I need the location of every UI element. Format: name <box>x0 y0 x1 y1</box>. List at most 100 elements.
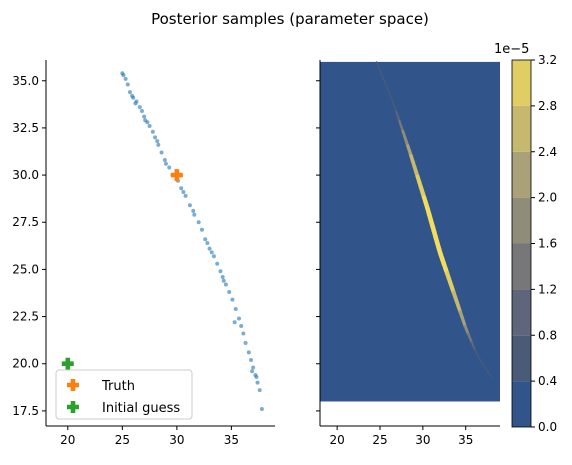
sample-point <box>196 220 201 225</box>
sample-point <box>133 101 138 106</box>
colorbar: 0.0 0.4 0.8 1.2 1.6 2.0 2.4 2.8 3.2 1e−5 <box>494 42 557 434</box>
sample-point <box>218 269 223 274</box>
colorbar-band <box>512 105 531 152</box>
sample-point <box>207 246 212 251</box>
truth-marker <box>170 169 183 182</box>
ridge-segment <box>384 81 388 87</box>
sample-point <box>163 161 168 166</box>
colorbar-band <box>512 381 531 427</box>
colorbar-band <box>512 197 531 244</box>
x-tick-label: 35 <box>458 433 473 447</box>
legend-marker <box>67 401 79 413</box>
sample-point <box>223 282 228 287</box>
sample-point <box>125 82 130 87</box>
legend: Truth Initial guess <box>55 369 193 420</box>
sample-point <box>249 357 254 362</box>
sample-point <box>246 350 251 355</box>
sample-point <box>211 254 216 259</box>
legend-label: Initial guess <box>102 401 180 416</box>
sample-point <box>159 150 164 155</box>
sample-point <box>251 365 256 370</box>
x-tick-label: 20 <box>330 433 345 447</box>
colorbar-tick-label: 1.2 <box>538 282 557 296</box>
initial-guess-marker <box>61 357 74 370</box>
sample-point <box>150 129 155 134</box>
colorbar-tick-label: 0.4 <box>538 374 557 388</box>
sample-point <box>203 237 208 242</box>
sample-point <box>191 208 196 213</box>
sample-point <box>156 142 161 147</box>
sample-point <box>250 369 255 374</box>
colorbar-tick-label: 2.4 <box>538 145 557 159</box>
legend-label: Truth <box>101 379 135 394</box>
left-y-ticks: 17.5 20.0 22.5 25.0 27.5 30.0 32.5 35.0 <box>12 74 46 418</box>
colorbar-tick-label: 2.0 <box>538 191 557 205</box>
sample-point <box>239 324 244 329</box>
ridge-segment <box>375 61 379 67</box>
y-tick-label: 30.0 <box>12 168 39 182</box>
sample-point <box>259 407 264 412</box>
sample-point <box>179 186 184 191</box>
sample-point <box>162 157 167 162</box>
sample-point <box>232 320 237 325</box>
sample-point <box>153 135 158 140</box>
x-tick-label: 25 <box>372 433 387 447</box>
y-tick-label: 35.0 <box>12 74 39 88</box>
sample-point <box>257 388 262 393</box>
ridge-segment <box>380 73 384 79</box>
colorbar-tick-label: 2.8 <box>538 99 557 113</box>
ridge-segment <box>392 101 396 108</box>
sample-point <box>121 73 126 78</box>
colorbar-tick-label: 1.6 <box>538 237 557 251</box>
sample-point <box>143 118 148 123</box>
colorbar-scale-label: 1e−5 <box>494 42 529 57</box>
sample-point <box>227 290 232 295</box>
sample-point <box>127 90 132 95</box>
colorbar-tick-label: 0.0 <box>538 420 557 434</box>
colorbar-band <box>512 243 531 290</box>
y-tick-label: 22.5 <box>12 310 39 324</box>
reference-markers <box>61 169 183 370</box>
sample-point <box>131 95 136 100</box>
legend-frame <box>55 369 193 420</box>
sample-point <box>255 380 260 385</box>
sample-point <box>187 203 192 208</box>
ridge-segment <box>489 373 493 378</box>
ridge-segment <box>389 93 392 99</box>
sample-point <box>230 297 235 302</box>
y-tick-label: 32.5 <box>12 121 39 135</box>
posterior-density-map <box>320 61 500 402</box>
heatmap-panel: 20 25 30 35 <box>316 60 500 447</box>
right-x-ticks: 20 25 30 35 <box>330 426 473 447</box>
scatter-panel: 17.5 20.0 22.5 25.0 27.5 30.0 32.5 35.0 20 25 30 3… <box>12 60 275 447</box>
ridge-segment <box>387 89 391 95</box>
x-tick-label: 30 <box>415 433 430 447</box>
sample-point <box>137 105 142 110</box>
y-tick-label: 27.5 <box>12 215 39 229</box>
sample-point <box>254 374 259 379</box>
sample-point <box>199 227 204 232</box>
sample-point <box>123 76 128 81</box>
sample-point <box>215 261 220 266</box>
sample-point <box>233 307 238 312</box>
colorbar-tick-label: 3.2 <box>538 53 557 67</box>
y-tick-label: 20.0 <box>12 357 39 371</box>
ridge-segment <box>382 77 386 83</box>
legend-marker <box>67 379 79 391</box>
sample-point <box>243 340 248 345</box>
sample-point <box>155 139 160 144</box>
sample-point <box>167 165 172 170</box>
colorbar-band <box>512 60 531 106</box>
sample-point <box>181 190 186 195</box>
sample-point <box>209 250 214 255</box>
ridge-segment <box>377 65 381 71</box>
x-tick-label: 35 <box>224 433 239 447</box>
left-x-ticks: 20 25 30 35 <box>60 426 239 447</box>
y-tick-label: 25.0 <box>12 262 39 276</box>
sample-point <box>147 124 152 129</box>
sample-point <box>241 331 246 336</box>
ridge-segment <box>385 85 389 91</box>
sample-point <box>139 108 144 113</box>
x-tick-label: 20 <box>60 433 75 447</box>
colorbar-band <box>512 289 531 336</box>
